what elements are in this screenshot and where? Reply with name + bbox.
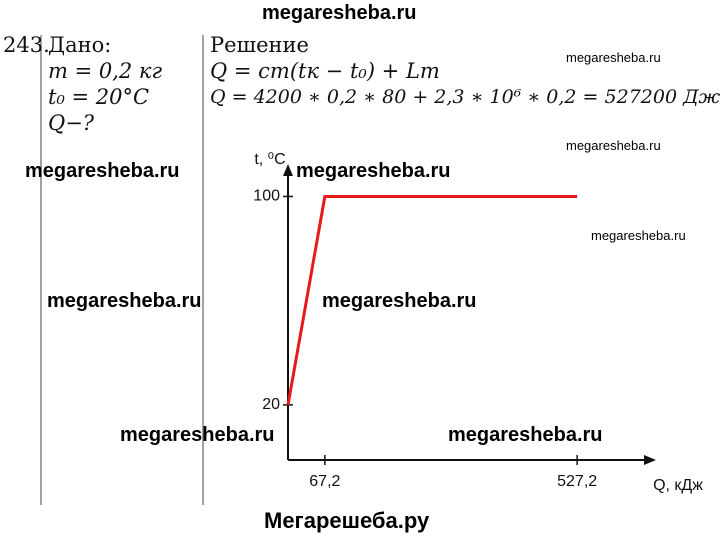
watermark: megaresheba.ru bbox=[322, 290, 477, 312]
given-line: m = 0,2 кг bbox=[48, 59, 163, 83]
given-line: t₀ = 20°C bbox=[48, 85, 150, 109]
given-line: Q−? bbox=[48, 111, 95, 135]
watermark: megaresheba.ru bbox=[448, 424, 603, 446]
x-tick-label: 67,2 bbox=[309, 473, 340, 490]
y-arrow bbox=[283, 164, 293, 176]
watermark: megaresheba.ru bbox=[25, 160, 180, 182]
solution-title: Решение bbox=[210, 33, 309, 57]
y-tick-label: 100 bbox=[253, 188, 280, 205]
y-tick-label: 20 bbox=[262, 396, 280, 413]
x-tick-label: 527,2 bbox=[557, 473, 597, 490]
watermark: megaresheba.ru bbox=[262, 2, 417, 24]
solution-line: Q = cm(tк − t₀) + Lm bbox=[210, 59, 440, 83]
footer: Мегарешеба.ру bbox=[264, 508, 430, 533]
y-axis-label: t, ⁰C bbox=[254, 151, 285, 168]
solution-line: Q = 4200 ∗ 0,2 ∗ 80 + 2,3 ∗ 10⁶ ∗ 0,2 = … bbox=[210, 86, 720, 108]
watermark: megaresheba.ru bbox=[47, 290, 202, 312]
problem-number: 243. bbox=[3, 33, 50, 57]
watermark: megaresheba.ru bbox=[566, 138, 661, 153]
x-arrow bbox=[644, 455, 656, 465]
watermark: megaresheba.ru bbox=[120, 424, 275, 446]
watermark: megaresheba.ru bbox=[566, 50, 661, 65]
watermark: megaresheba.ru bbox=[591, 228, 686, 243]
x-axis-label: Q, кДж bbox=[653, 477, 703, 494]
given-title: Дано: bbox=[48, 33, 112, 57]
watermark: megaresheba.ru bbox=[296, 160, 451, 182]
data-line bbox=[286, 194, 578, 406]
